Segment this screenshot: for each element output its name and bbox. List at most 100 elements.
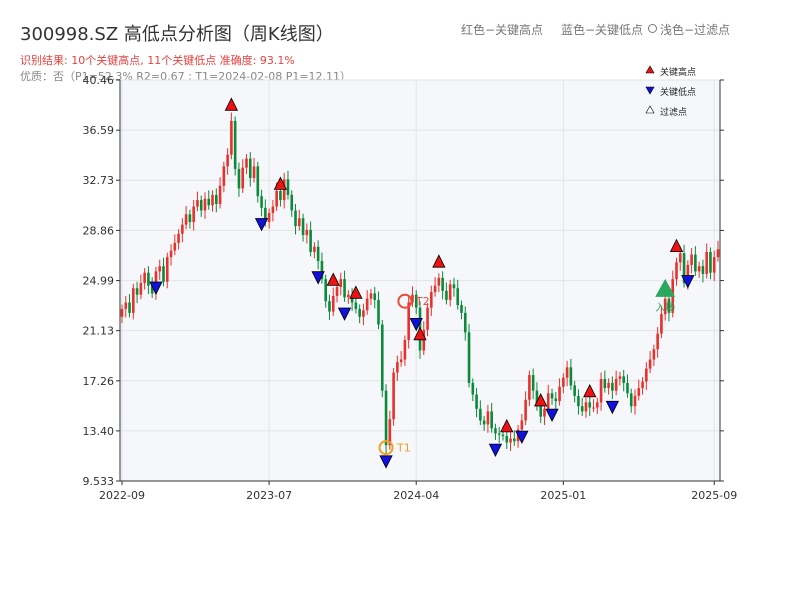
low-marker: [149, 281, 163, 295]
candle-body: [380, 324, 384, 391]
legend: 关键高点 关键低点 过滤点: [645, 65, 696, 118]
legend-low-icon: [645, 86, 655, 95]
x-tick-label: 2025-09: [691, 489, 737, 502]
low-marker: [515, 430, 529, 445]
candle-body: [697, 266, 701, 272]
candle-body: [343, 279, 346, 298]
high-marker: [413, 326, 427, 341]
y-tick-labels: 40.46 36.59 32.73 28.86 24.99 21.13 17.26 13.40…: [83, 74, 115, 488]
candle-body: [132, 288, 135, 313]
candle-body: [437, 277, 441, 286]
candle-body: [524, 399, 527, 421]
chart-title: 300998.SZ 高低点分析图（周K线图）: [20, 24, 334, 45]
hollow-circle-icon: [648, 24, 657, 33]
candle-body: [260, 196, 263, 208]
candle-body: [645, 368, 648, 382]
candle-body: [573, 385, 576, 396]
candle-body: [663, 298, 667, 315]
candle-body: [633, 395, 637, 407]
candle-body: [184, 214, 188, 225]
candle-body: [199, 200, 203, 211]
candle-body: [275, 190, 278, 207]
candle-body: [520, 420, 524, 430]
candle-body: [290, 194, 294, 211]
candle-body: [558, 386, 561, 402]
t2-circle: [397, 293, 413, 309]
candle-body: [535, 390, 539, 407]
candle-body: [705, 251, 708, 274]
candle-body: [486, 411, 490, 425]
candle-body: [211, 194, 214, 206]
x-tick-labels: 2022-09 2023-07 2024-04 2025-01 2025-09: [99, 489, 737, 502]
candle-body: [331, 296, 335, 312]
candle-body: [513, 438, 516, 442]
candle-body: [441, 277, 444, 291]
low-marker: [605, 400, 620, 415]
candle-body: [392, 372, 395, 420]
candle-body: [226, 154, 229, 167]
candle-body: [328, 301, 331, 312]
candle-body: [403, 340, 407, 360]
candle-body: [614, 378, 618, 391]
candle-body: [490, 411, 493, 429]
high-marker: [349, 285, 363, 299]
candle-body: [339, 279, 343, 287]
candle-body: [196, 200, 199, 207]
candle-body: [369, 293, 373, 299]
candle-body: [448, 284, 452, 300]
x-tick-label: 2024-04: [393, 489, 439, 502]
candle-body: [471, 382, 475, 395]
low-marker: [681, 275, 695, 289]
candle-body: [124, 302, 128, 309]
candle-body: [354, 302, 358, 309]
y-tick-label: 40.46: [83, 74, 115, 87]
candle-body: [678, 253, 682, 263]
candle-body: [365, 298, 369, 311]
candle-body: [626, 382, 629, 394]
candle-body: [445, 290, 448, 300]
candle-body: [358, 308, 361, 317]
legend-high-label: 关键高点: [660, 66, 696, 78]
candle-body: [482, 420, 486, 425]
candle-body: [584, 402, 588, 412]
entry-marker: [655, 278, 676, 297]
low-marker: [311, 271, 325, 285]
candle-body: [165, 257, 169, 282]
candle-body: [215, 194, 218, 204]
candle-body: [188, 214, 192, 223]
candle-body: [603, 378, 607, 389]
candle-body: [414, 294, 418, 308]
entry-label: 入场: [655, 301, 675, 314]
candle-body: [509, 438, 512, 443]
y-tick-label: 21.13: [83, 325, 115, 338]
x-tick-label: 2023-07: [246, 489, 292, 502]
candle-body: [629, 393, 633, 407]
candle-body: [128, 302, 131, 313]
candle-body: [622, 376, 625, 383]
y-tick-label: 17.26: [83, 375, 115, 388]
candle-body: [426, 307, 429, 330]
candle-body: [539, 406, 543, 417]
t1-circle: [378, 440, 394, 456]
low-marker: [488, 443, 503, 458]
candle-body: [279, 190, 282, 201]
candle-body: [271, 206, 275, 214]
low-marker: [545, 408, 559, 423]
chart-subtitle: 识别结果: 10个关键高点, 11个关键低点 准确度: 93.1%: [20, 54, 295, 67]
candle-body: [399, 359, 403, 363]
candle-body: [237, 168, 241, 189]
candle-body: [313, 246, 316, 252]
candle-body: [528, 375, 531, 400]
candle-body: [388, 419, 392, 446]
legend-filtered-icon: [645, 105, 655, 114]
candle-body: [686, 264, 690, 284]
candle-body: [479, 408, 482, 421]
candle-body: [667, 298, 671, 313]
candle-body: [324, 279, 327, 302]
candle-body: [656, 333, 659, 350]
candle-body: [286, 179, 290, 195]
candle-body: [607, 382, 610, 389]
high-marker: [500, 418, 514, 433]
candle-body: [433, 285, 437, 293]
candle-body: [181, 224, 184, 234]
